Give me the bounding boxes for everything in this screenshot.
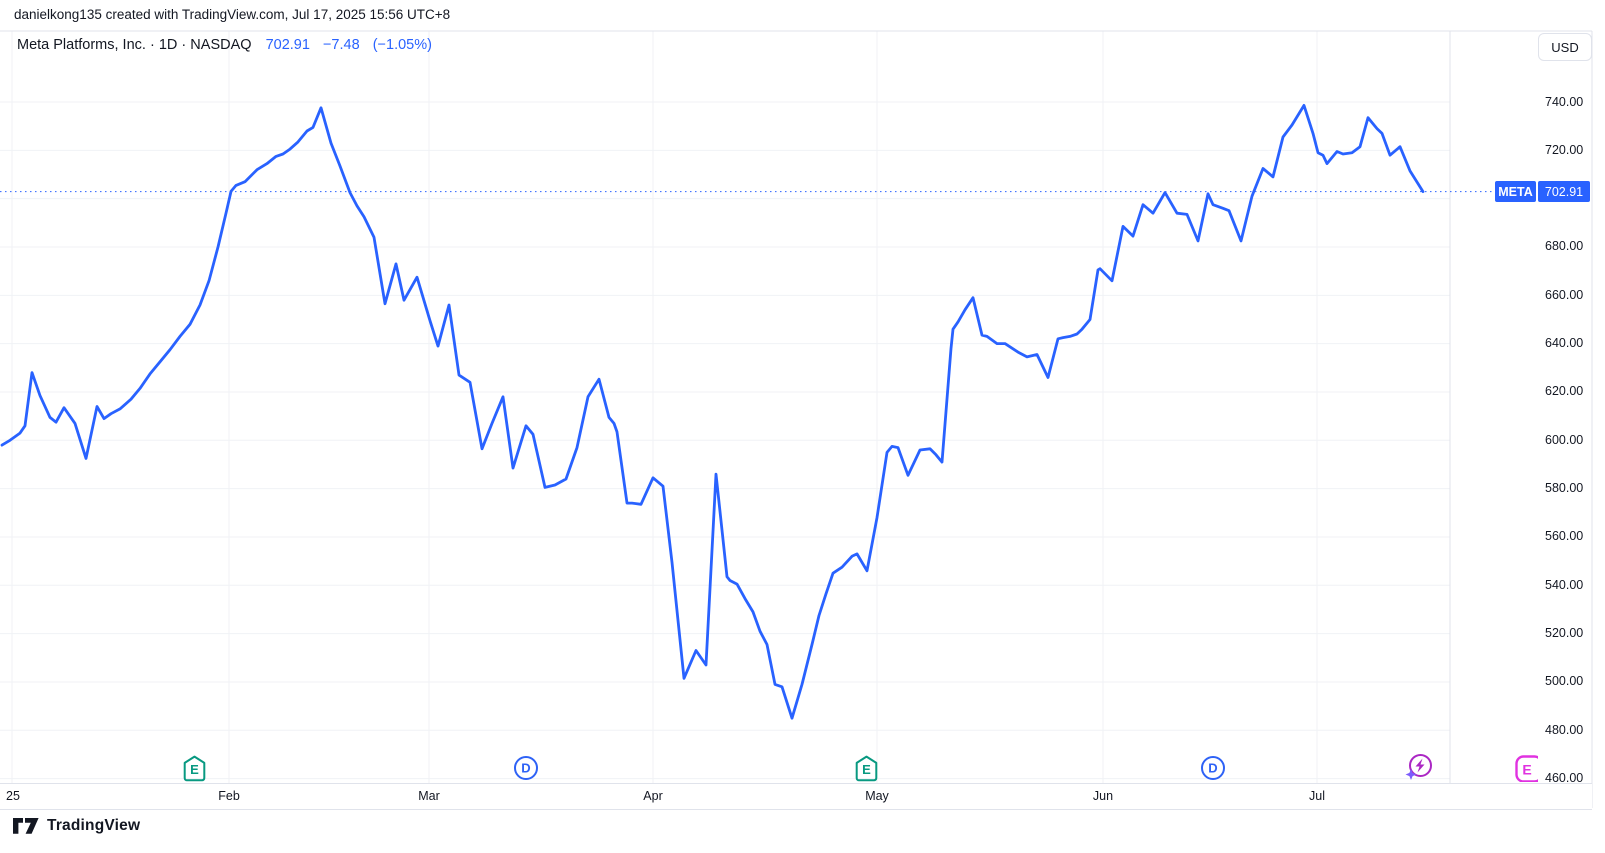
header-separator: · bbox=[149, 37, 155, 53]
time-axis-label: 25 bbox=[6, 789, 20, 803]
price-axis-label: 660.00 bbox=[1545, 287, 1584, 302]
svg-text:E: E bbox=[190, 762, 199, 777]
header-separator: · bbox=[181, 37, 187, 53]
dividend-marker-icon[interactable]: D bbox=[513, 755, 539, 786]
time-axis-label: Mar bbox=[418, 789, 440, 803]
tradingview-logo-icon bbox=[13, 818, 39, 834]
symbol-header[interactable]: Meta Platforms, Inc. · 1D · NASDAQ 702.9… bbox=[17, 37, 432, 53]
time-axis-label: Jul bbox=[1309, 789, 1325, 803]
price-axis-label: 640.00 bbox=[1545, 336, 1584, 351]
svg-text:D: D bbox=[1208, 761, 1217, 776]
price-line-value-tag: 702.91 bbox=[1538, 181, 1590, 203]
price-line-symbol-tag: META bbox=[1495, 181, 1536, 203]
earnings-upcoming-marker-icon[interactable]: E bbox=[1515, 755, 1538, 782]
price-change: −7.48 bbox=[322, 37, 360, 53]
time-axis-label: May bbox=[865, 789, 889, 803]
currency-unit-button[interactable]: USD bbox=[1538, 33, 1592, 61]
price-axis-label: 580.00 bbox=[1545, 481, 1584, 496]
price-axis-label: 460.00 bbox=[1545, 771, 1584, 786]
price-axis-label: 520.00 bbox=[1545, 626, 1584, 641]
dividend-marker-icon[interactable]: D bbox=[1200, 755, 1226, 786]
symbol-title[interactable]: Meta Platforms, Inc. bbox=[17, 37, 146, 53]
footer-brand[interactable]: TradingView bbox=[12, 817, 140, 835]
exchange-label: NASDAQ bbox=[190, 37, 252, 53]
price-axis-label: 720.00 bbox=[1545, 142, 1584, 157]
price-axis-label: 480.00 bbox=[1545, 722, 1584, 737]
svg-text:E: E bbox=[1522, 762, 1531, 778]
price-axis-label: 560.00 bbox=[1545, 529, 1584, 544]
time-axis-label: Jun bbox=[1092, 789, 1114, 803]
price-axis-label: 540.00 bbox=[1545, 577, 1584, 592]
price-change-percent: (−1.05%) bbox=[372, 37, 432, 53]
earnings-marker-icon[interactable]: E bbox=[183, 755, 206, 787]
price-axis-label: 680.00 bbox=[1545, 239, 1584, 254]
time-axis[interactable]: 25 Feb Mar Apr May Jun Jul bbox=[0, 783, 1592, 810]
time-axis-label: Feb bbox=[218, 789, 240, 803]
time-axis-label: Apr bbox=[643, 789, 663, 803]
price-axis-label: 500.00 bbox=[1545, 674, 1584, 689]
price-axis-label: 620.00 bbox=[1545, 384, 1584, 399]
interval-label[interactable]: 1D bbox=[158, 37, 178, 53]
earnings-marker-icon[interactable]: E bbox=[855, 755, 878, 787]
svg-text:E: E bbox=[862, 762, 871, 777]
price-line-series bbox=[0, 104, 1425, 720]
tradingview-logo-text: TradingView bbox=[47, 817, 141, 834]
svg-text:D: D bbox=[521, 761, 530, 776]
price-axis-label: 600.00 bbox=[1545, 432, 1584, 447]
last-price: 702.91 bbox=[265, 37, 310, 53]
flash-marker-icon[interactable] bbox=[1404, 752, 1434, 787]
attribution-text: danielkong135 created with TradingView.c… bbox=[14, 7, 451, 22]
price-axis-label: 740.00 bbox=[1545, 94, 1584, 109]
